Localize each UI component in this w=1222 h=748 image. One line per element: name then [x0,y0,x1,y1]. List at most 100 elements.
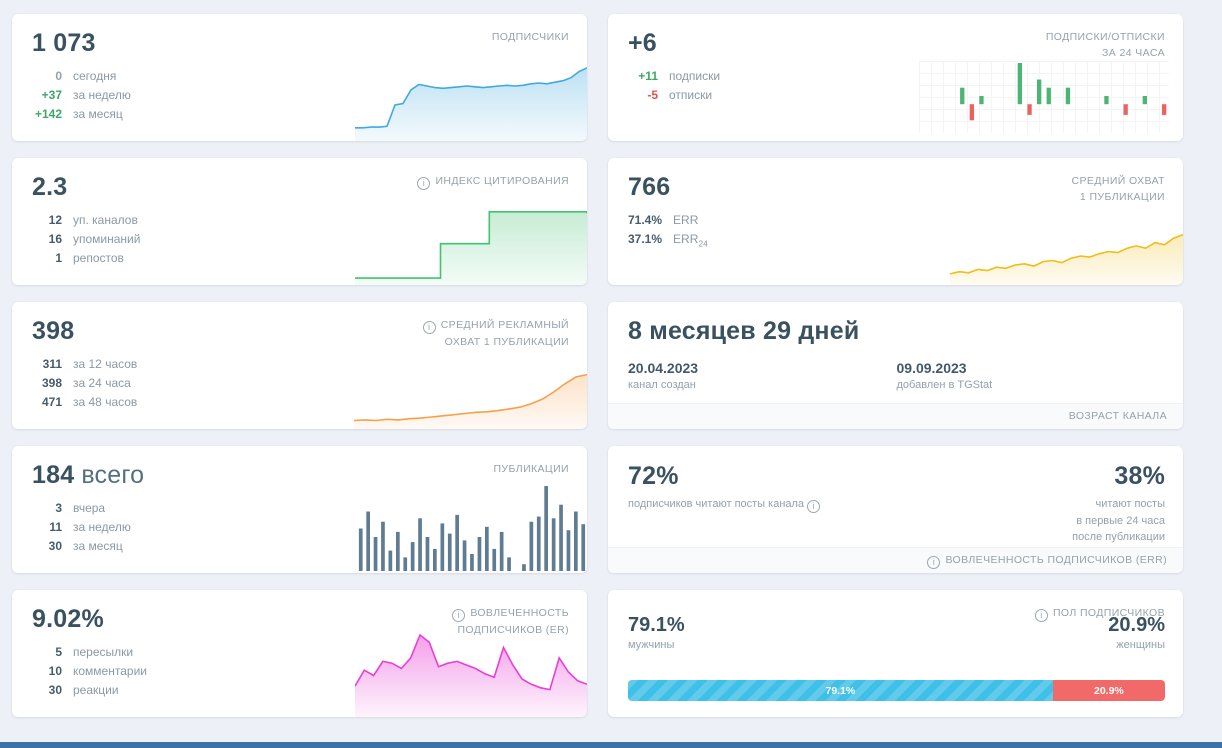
stat-row: 16 упоминаний [32,230,569,249]
stat-row: +142 за месяц [32,105,569,124]
err-readers-label: подписчиков читают посты канала [628,496,825,514]
added-date: 09.09.2023 [896,360,967,376]
err-card-footer: ВОВЛЕЧЕННОСТЬ ПОДПИСЧИКОВ (ERR) [608,547,1183,573]
stat-row: 0 сегодня [32,67,569,86]
created-date-block: 20.04.2023 канал создан [628,360,897,391]
avg-reach-card-title: СРЕДНИЙ ОХВАТ 1 ПУБЛИКАЦИИ [1071,175,1165,204]
info-icon[interactable] [417,177,431,191]
stat-label: за неделю [73,520,131,534]
stat-label: за месяц [73,107,123,121]
stat-label: комментарии [73,664,147,678]
subscribers-stats: 0 сегодня +37 за неделю +142 за месяц [32,67,569,124]
stat-value: +142 [34,107,62,121]
male-label: мужчины [628,639,675,651]
stat-row: 71.4% ERR [628,211,1165,230]
stat-value: 398 [41,376,62,390]
er-card-title: ВОВЛЕЧЕННОСТЬ ПОДПИСЧИКОВ (ER) [452,605,569,639]
err-engagement-card: 72% подписчиков читают посты канала 38% … [608,446,1183,573]
stat-row: +37 за неделю [32,86,569,105]
err-footer-text: ВОВЛЕЧЕННОСТЬ ПОДПИСЧИКОВ (ERR) [945,554,1167,566]
channel-age-footer: ВОЗРАСТ КАНАЛА [608,403,1183,429]
subs-unsubs-card-title: ПОДПИСКИ/ОТПИСКИ ЗА 24 ЧАСА [1045,31,1165,60]
publications-count-suffix: всего [81,461,145,489]
citation-index-value: 2.3 [32,173,68,201]
gender-card-title: ПОЛ ПОДПИСЧИКОВ [1034,605,1165,623]
stat-row: 1 репостов [32,249,569,268]
stat-row: 311 за 12 часов [32,355,569,374]
stat-row: 398 за 24 часа [32,374,569,393]
stat-value: 3 [55,501,62,515]
created-date-label: канал создан [628,379,696,391]
stat-label: за неделю [73,88,131,102]
info-icon[interactable] [927,556,941,569]
stat-value: 71.4% [628,213,663,227]
avg-reach-value: 766 [628,173,671,201]
info-icon[interactable] [452,609,466,623]
stat-value: 30 [48,539,62,553]
stat-row: 11 за неделю [32,518,569,537]
gender-ratio-bar: 79.1% 20.9% [628,680,1165,701]
stat-label: за месяц [73,539,123,553]
citation-index-card: ИНДЕКС ЦИТИРОВАНИЯ 2.3 12 уп. каналов 16… [12,158,587,285]
publications-card-title: ПУБЛИКАЦИИ [493,463,569,475]
err-24h-label: читают посты в первые 24 часа после публ… [1072,498,1165,543]
created-date: 20.04.2023 [628,360,699,376]
err-readers-value: 72% [628,462,679,490]
male-stat: 79.1% мужчины [628,614,685,651]
avg-ad-reach-card: СРЕДНИЙ РЕКЛАМНЫЙ ОХВАТ 1 ПУБЛИКАЦИИ 398… [12,302,587,429]
stat-label: отписки [669,88,713,102]
info-icon[interactable] [1034,609,1048,623]
stat-value: 37.1% [628,232,663,246]
stat-label: вчера [73,501,106,515]
avg-reach-card: СРЕДНИЙ ОХВАТ 1 ПУБЛИКАЦИИ 766 71.4% ERR… [608,158,1183,285]
er-engagement-card: ВОВЛЕЧЕННОСТЬ ПОДПИСЧИКОВ (ER) 9.02% 5 п… [12,590,587,717]
stat-label: ERR24 [673,232,708,249]
stat-row: 471 за 48 часов [32,393,569,412]
stat-row: 12 уп. каналов [32,211,569,230]
stat-label: за 24 часа [73,376,131,390]
added-date-label: добавлен в TGStat [896,379,993,391]
stat-row: +11 подписки [628,67,1165,86]
avg-ad-reach-stats: 311 за 12 часов 398 за 24 часа 471 за 48… [32,355,569,412]
stat-label: репостов [73,251,124,265]
info-icon[interactable] [807,500,821,514]
female-label: женщины [1116,639,1165,651]
stat-label: упоминаний [73,232,141,246]
stat-value: 311 [42,357,62,371]
channel-age-value: 8 месяцев 29 дней [628,317,860,345]
card-title-text: СРЕДНИЙ РЕКЛАМНЫЙ ОХВАТ 1 ПУБЛИКАЦИИ [440,319,569,349]
info-icon[interactable] [422,321,436,335]
stat-value: 16 [48,232,62,246]
female-value: 20.9% [1108,614,1165,636]
subscribers-count: 1 073 [32,29,96,57]
stat-row: 5 пересылки [32,643,569,662]
avg-ad-reach-value: 398 [32,317,75,345]
stat-value: 1 [55,251,62,265]
er-stats: 5 пересылки 10 комментарии 30 реакции [32,643,569,700]
stat-value: 30 [48,683,62,697]
stat-label: ERR [673,213,699,227]
card-title-text: ВОВЛЕЧЕННОСТЬ ПОДПИСЧИКОВ (ER) [457,607,569,637]
err24-subscript: 24 [698,238,708,249]
channel-age-card: 8 месяцев 29 дней 20.04.2023 канал созда… [608,302,1183,429]
subscribers-card: ПОДПИСЧИКИ 1 073 0 сегодня +37 за неделю… [12,14,587,141]
stat-label: сегодня [73,69,117,83]
stat-row: 30 за месяц [32,537,569,556]
stat-label: уп. каналов [73,213,138,227]
stat-row: 37.1% ERR24 [628,230,1165,253]
male-value: 79.1% [628,614,685,636]
bottom-bar [0,742,1222,748]
card-title-text: ИНДЕКС ЦИТИРОВАНИЯ [435,175,569,187]
publications-card: ПУБЛИКАЦИИ 184 всего 3 вчера 11 за неделю… [12,446,587,573]
stat-label: за 48 часов [73,395,138,409]
stat-value: -5 [647,88,658,102]
subs-unsubs-card: ПОДПИСКИ/ОТПИСКИ ЗА 24 ЧАСА +6 +11 подпи… [608,14,1183,141]
channel-dates: 20.04.2023 канал создан 09.09.2023 добав… [628,360,1165,391]
err-24h-block: 38% читают посты в первые 24 часа после … [1072,462,1165,546]
gender-stats: 79.1% мужчины 20.9% женщины [608,590,1183,651]
dashboard-grid: ПОДПИСЧИКИ 1 073 0 сегодня +37 за неделю… [0,0,1222,717]
subs-unsubs-stats: +11 подписки -5 отписки [628,67,1165,105]
stat-value: 0 [55,69,62,83]
publications-count: 184 всего [32,461,145,489]
subs-unsubs-delta: +6 [628,29,657,57]
